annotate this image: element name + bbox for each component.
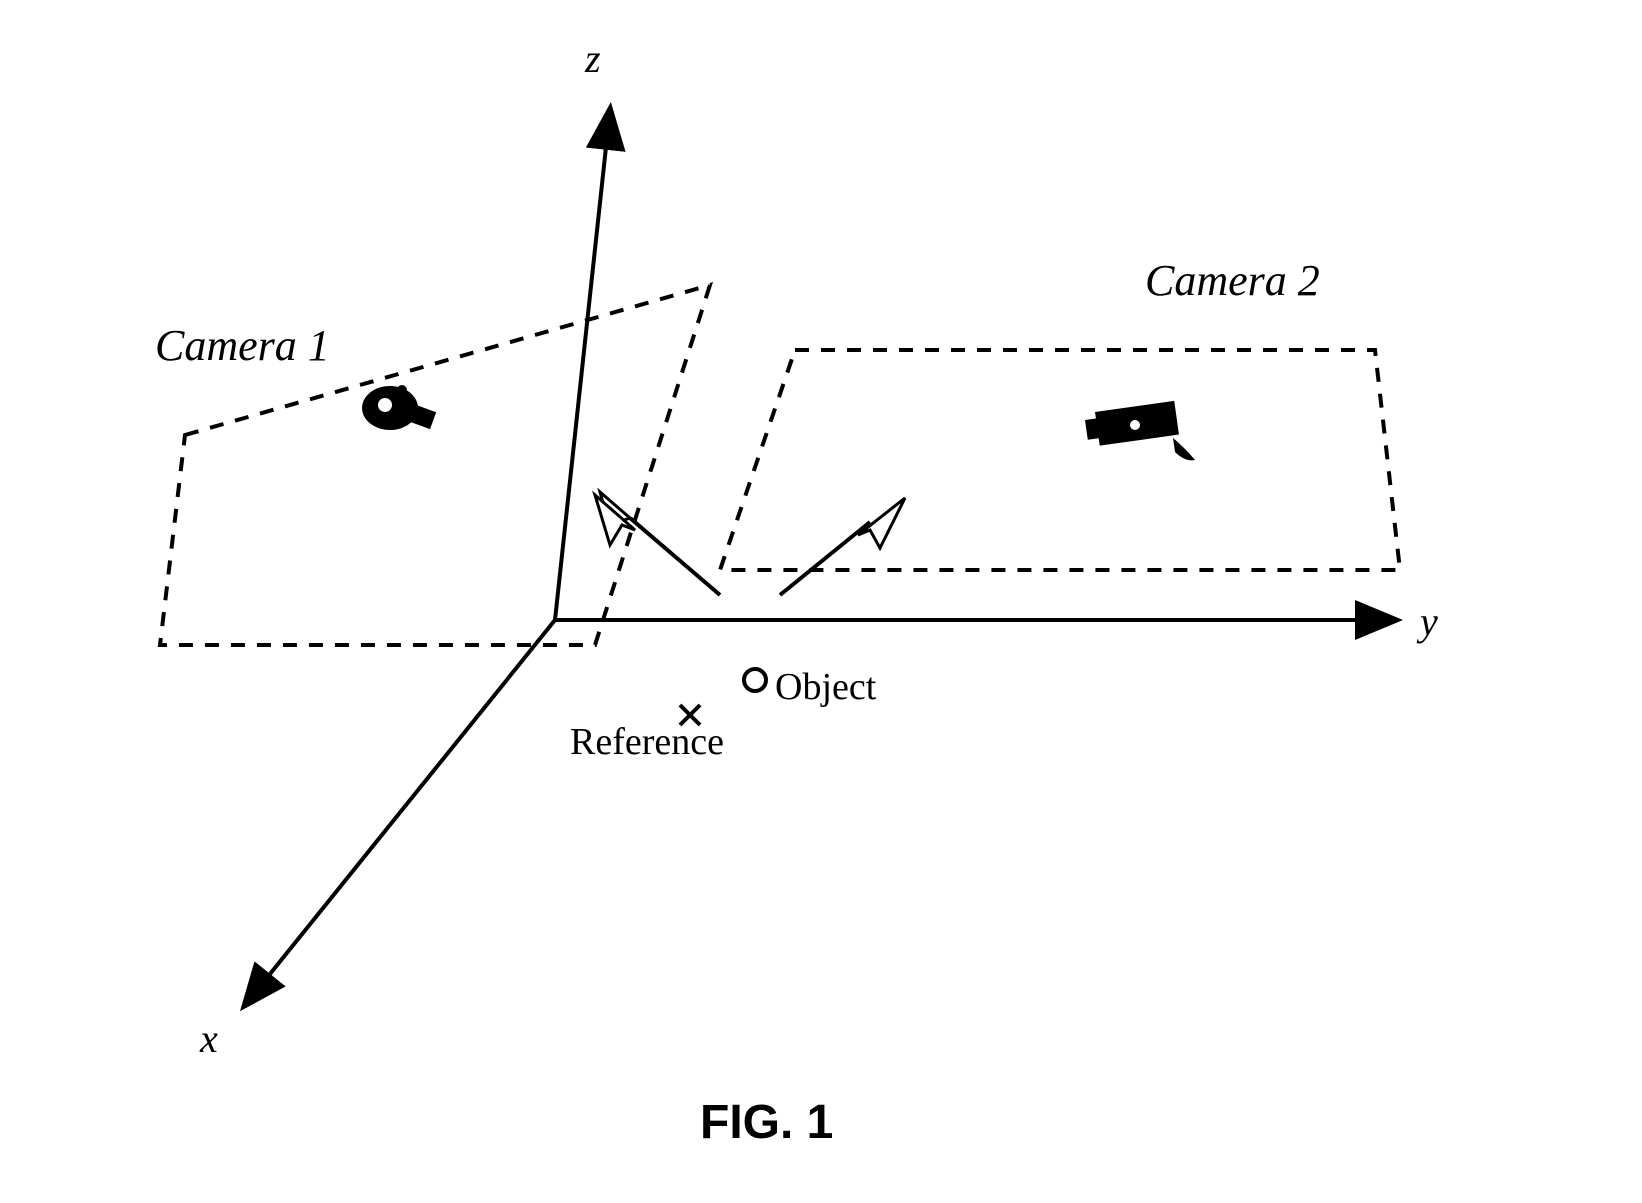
camera2-label: Camera 2 [1145, 255, 1320, 306]
reference-label: Reference [570, 720, 724, 764]
camera2-icon [1085, 401, 1195, 460]
camera1-icon [362, 385, 436, 430]
y-axis-label: y [1420, 598, 1438, 645]
x-axis [245, 620, 555, 1005]
figure-caption: FIG. 1 [700, 1095, 833, 1150]
x-axis-label: x [200, 1015, 218, 1062]
object-label: Object [775, 665, 876, 709]
arrow-to-camera2 [780, 498, 905, 595]
camera2-plane [720, 350, 1400, 570]
object-marker-icon [744, 669, 766, 691]
diagram-canvas [0, 0, 1642, 1203]
z-axis [555, 110, 610, 620]
camera1-label: Camera 1 [155, 320, 330, 371]
arrow-to-camera1 [595, 488, 720, 595]
z-axis-label: z [585, 35, 601, 82]
